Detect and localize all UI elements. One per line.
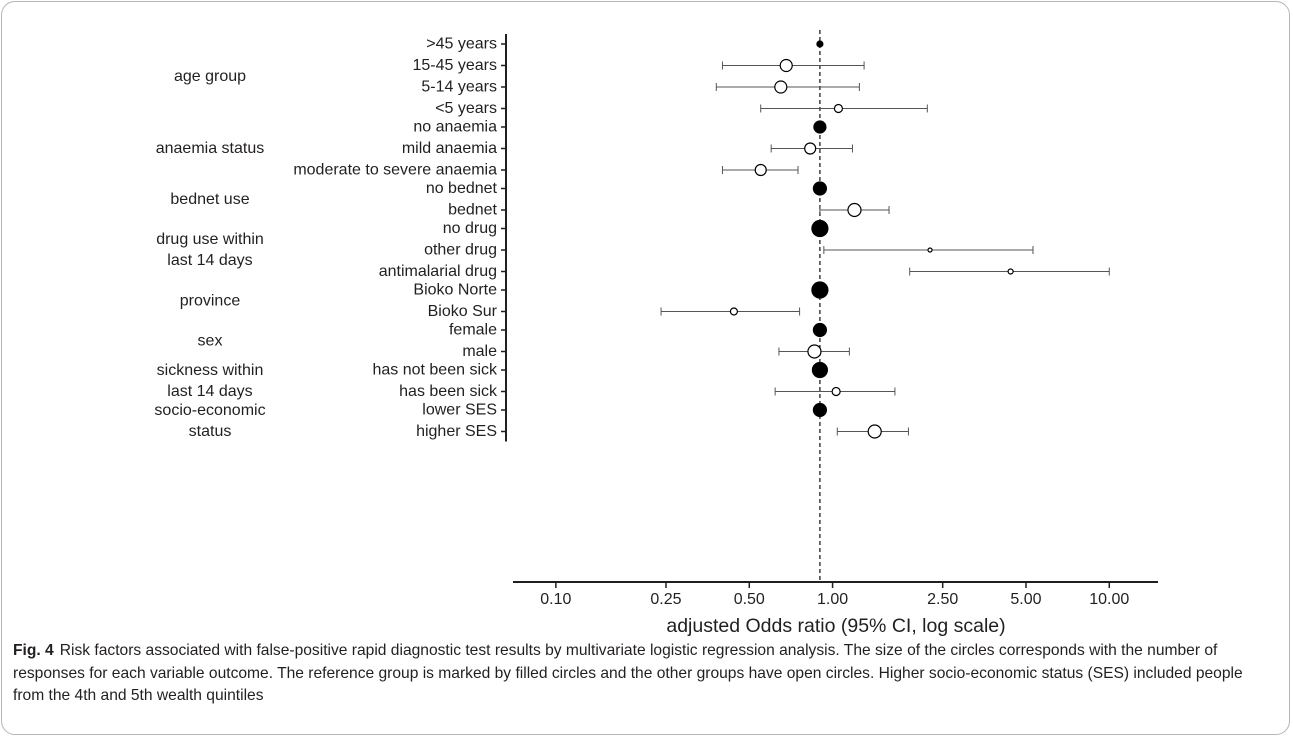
row-label: no bednet bbox=[426, 180, 498, 197]
reference-point bbox=[812, 402, 828, 418]
reference-point bbox=[811, 219, 829, 238]
group-label: province bbox=[180, 292, 241, 309]
odds-ratio-point bbox=[807, 344, 822, 359]
x-tick-label: 0.50 bbox=[734, 591, 765, 608]
reference-point bbox=[812, 322, 828, 338]
row-label: female bbox=[449, 322, 497, 339]
odds-ratio-point bbox=[804, 142, 817, 155]
odds-ratio-point bbox=[833, 103, 844, 114]
odds-ratio-point bbox=[729, 307, 739, 316]
row-label: Bioko Sur bbox=[428, 303, 498, 320]
odds-ratio-point bbox=[927, 247, 933, 253]
x-tick-label: 2.50 bbox=[927, 591, 958, 608]
odds-ratio-point bbox=[831, 386, 841, 397]
group-label: socio-economic bbox=[154, 402, 265, 419]
odds-ratio-point bbox=[779, 58, 793, 73]
x-tick-label: 5.00 bbox=[1010, 591, 1041, 608]
reference-point bbox=[813, 120, 827, 134]
row-label: 15-45 years bbox=[413, 57, 498, 74]
odds-ratio-point bbox=[1007, 268, 1014, 275]
group-label: status bbox=[189, 423, 232, 440]
row-label: 5-14 years bbox=[421, 79, 497, 96]
x-tick-label: 10.00 bbox=[1089, 591, 1129, 608]
reference-point bbox=[811, 281, 829, 299]
row-label: antimalarial drug bbox=[379, 263, 497, 280]
x-axis-title: adjusted Odds ratio (95% CI, log scale) bbox=[666, 615, 1005, 637]
x-tick-label: 0.10 bbox=[540, 591, 571, 608]
odds-ratio-point bbox=[867, 424, 882, 439]
row-label: no drug bbox=[443, 220, 497, 237]
row-label: mild anaemia bbox=[402, 140, 497, 157]
odds-ratio-point bbox=[754, 163, 767, 177]
caption-text: Risk factors associated with false-posit… bbox=[13, 642, 1243, 704]
row-label: Bioko Norte bbox=[413, 282, 497, 299]
group-label: last 14 days bbox=[167, 252, 252, 269]
row-label: bednet bbox=[448, 202, 497, 219]
row-label: no anaemia bbox=[413, 119, 497, 136]
row-label: has been sick bbox=[399, 383, 498, 400]
row-label: moderate to severe anaemia bbox=[293, 162, 497, 179]
x-tick-label: 0.25 bbox=[650, 591, 681, 608]
group-label: last 14 days bbox=[167, 383, 252, 400]
row-label: higher SES bbox=[416, 423, 497, 440]
reference-point bbox=[811, 361, 829, 379]
group-label: anaemia status bbox=[156, 140, 265, 157]
group-label: sex bbox=[198, 332, 223, 349]
row-label: male bbox=[462, 343, 497, 360]
odds-ratio-point bbox=[774, 80, 788, 94]
figure-caption: Fig. 4 Risk factors associated with false… bbox=[13, 640, 1275, 708]
reference-point bbox=[812, 181, 828, 196]
row-label: has not been sick bbox=[372, 362, 498, 379]
figure-label: Fig. 4 bbox=[13, 642, 54, 659]
row-label: lower SES bbox=[422, 402, 497, 419]
group-label: drug use within bbox=[156, 231, 264, 248]
reference-point bbox=[816, 40, 824, 48]
group-label: bednet use bbox=[170, 191, 249, 208]
forest-plot: age group >45 years 15-45 years 5-14 years <… bbox=[154, 30, 1158, 637]
row-label: >45 years bbox=[426, 36, 497, 53]
x-tick-label: 1.00 bbox=[817, 591, 848, 608]
row-label: <5 years bbox=[435, 100, 497, 117]
odds-ratio-point bbox=[847, 202, 862, 218]
row-label: other drug bbox=[424, 242, 497, 259]
group-label: sickness within bbox=[157, 362, 264, 379]
group-label: age group bbox=[174, 68, 246, 85]
